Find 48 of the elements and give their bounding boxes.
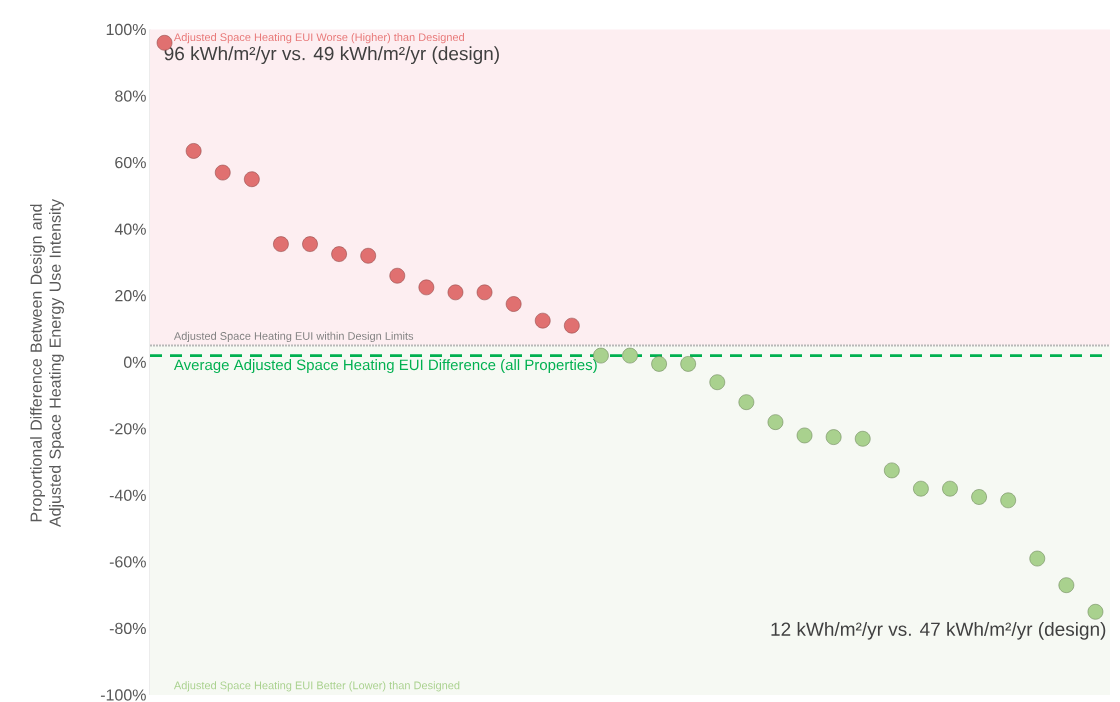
point [738,394,755,410]
point [418,279,435,296]
ref-line-label: Average Adjusted Space Heating EUI Difference (all Properties) [173,359,597,374]
point [884,462,900,479]
y-tick-label: 80% [115,90,146,102]
point [1000,492,1016,509]
point [273,236,289,252]
band-label: Adjusted Space Heating EUI Worse (Higher) than Designed [173,33,464,44]
point [389,267,406,284]
point [505,296,522,312]
y-tick-label: -40% [109,489,146,501]
point [360,247,376,264]
y-tick-label: 40% [114,223,146,235]
point [913,480,929,497]
y-tick-label: 0% [123,356,146,368]
point [796,427,813,444]
y-tick-label: 100% [106,23,146,36]
point [331,246,347,262]
y-tick-label: -100% [100,689,146,701]
point [854,430,871,447]
annotation: 12 kWh/m²/yr vs. 47 kWh/m²/yr (design) [771,621,1106,640]
point [185,143,202,159]
point [709,374,726,390]
point [622,347,638,364]
point [564,317,580,334]
point [214,164,231,181]
y-tick-label: -20% [109,423,146,435]
point [942,480,958,497]
point [1029,550,1046,567]
point [447,284,464,301]
point [825,429,842,445]
point [971,489,987,505]
y-tick-label: 60% [115,156,146,169]
point [680,356,696,372]
band-label: Adjusted Space Heating EUI Better (Lower) than Designed [173,681,460,692]
point [244,171,260,188]
point [767,414,784,430]
y-tick-label: -80% [109,622,146,635]
point [534,312,551,329]
y-axis-title: Proportional Difference Between Design and Adjusted Space Heating Energy Use Intensity [30,198,64,528]
point [302,236,318,252]
point [1087,604,1104,620]
point [476,284,493,301]
y-tick-label: 20% [115,290,146,302]
point [651,356,667,372]
y-tick-label: -60% [109,556,146,568]
ref-line-label: Adjusted Space Heating EUI within Design Limits [173,331,414,343]
point [1058,577,1075,593]
